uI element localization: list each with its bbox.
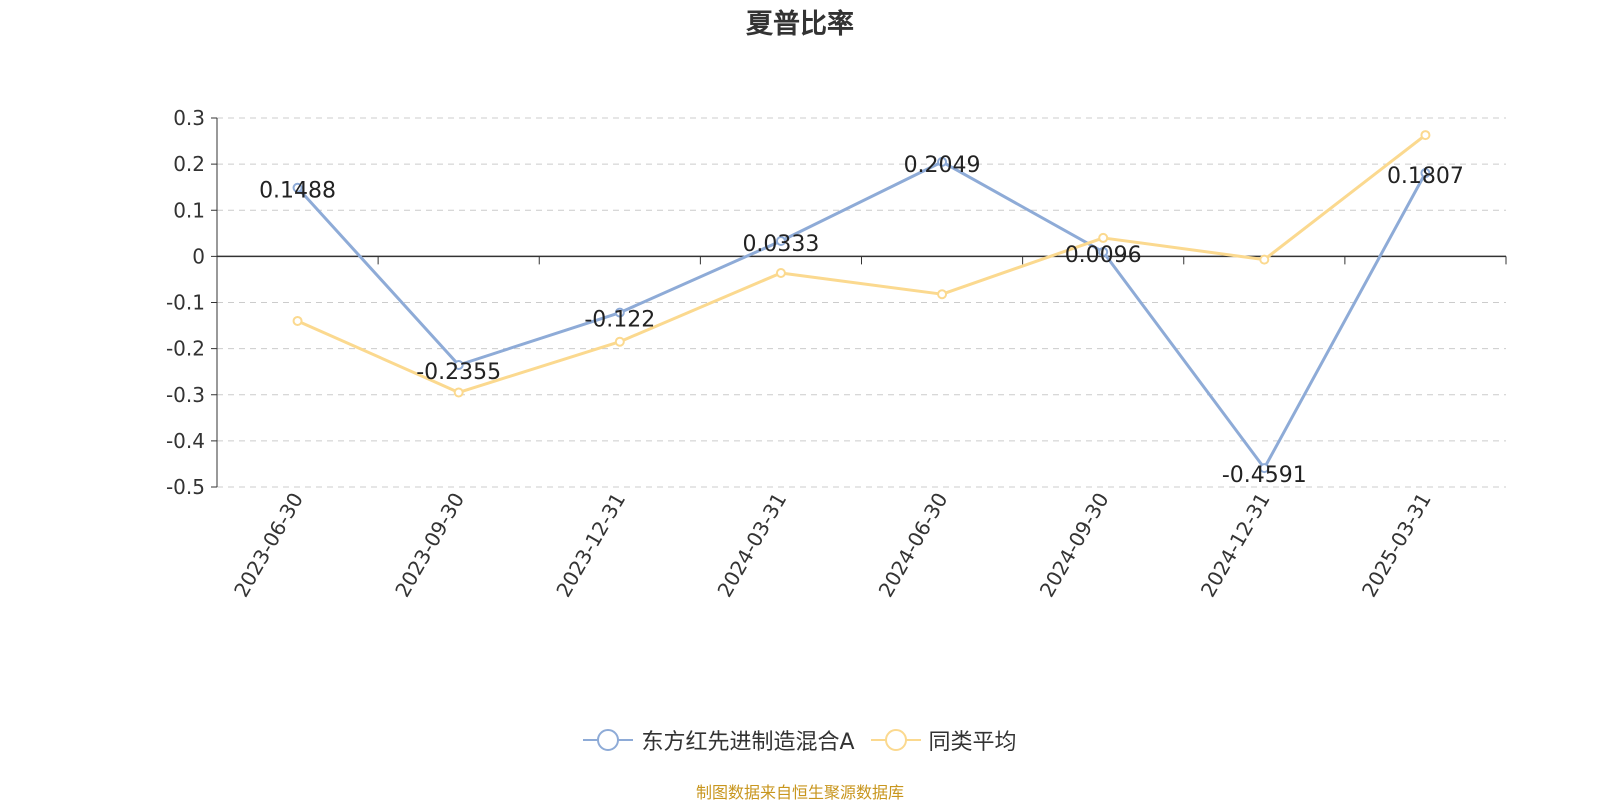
series-2-point — [614, 336, 625, 347]
data-label: -0.122 — [584, 308, 655, 333]
series-1-point — [937, 156, 948, 167]
data-label: 0.1807 — [1387, 164, 1464, 189]
series-2-point — [937, 289, 948, 300]
y-tick-label: -0.2 — [166, 337, 205, 361]
x-tick-label: 2024-09-30 — [1035, 489, 1114, 602]
chart-title: 夏普比率 — [746, 9, 854, 40]
y-tick-label: 0.3 — [173, 106, 205, 130]
series-2-point — [775, 267, 786, 278]
series-1-point — [1259, 463, 1270, 474]
x-tick-label: 2024-06-30 — [873, 489, 952, 602]
y-tick-label: -0.3 — [166, 383, 205, 407]
legend-label-series-1: 东方红先进制造混合A — [641, 730, 855, 755]
series-1-point — [1420, 168, 1431, 179]
x-tick-label: 2024-03-31 — [712, 489, 791, 602]
series-2-point — [292, 315, 303, 326]
series-2-point — [453, 387, 464, 398]
source-note: 制图数据来自恒生聚源数据库 — [695, 783, 904, 802]
series-2-point — [1098, 232, 1109, 243]
series-line-1 — [296, 160, 1427, 470]
legend: 东方红先进制造混合A 同类平均 — [0, 724, 1600, 756]
series-1-point — [453, 359, 464, 370]
y-tick-label: 0 — [192, 244, 205, 268]
y-tick-label: -0.5 — [166, 475, 205, 499]
data-label: 0.0333 — [742, 232, 819, 257]
series-1-point — [292, 182, 303, 193]
series-1-point — [614, 307, 625, 318]
data-label: -0.2355 — [416, 360, 501, 385]
data-label: 0.2049 — [904, 153, 981, 178]
series-line-2 — [296, 133, 1427, 394]
series-1-point — [1098, 246, 1109, 257]
legend-item-series-1[interactable]: 东方红先进制造混合A — [583, 724, 855, 756]
series-2-point — [1420, 130, 1431, 141]
data-label: -0.4591 — [1222, 463, 1307, 488]
x-tick-label: 2023-06-30 — [229, 489, 308, 602]
data-label: 0.0096 — [1065, 243, 1142, 268]
y-tick-label: -0.1 — [166, 291, 205, 315]
x-tick-label: 2024-12-31 — [1196, 489, 1275, 602]
legend-marker-series-1-icon — [583, 729, 634, 751]
legend-item-series-2[interactable]: 同类平均 — [870, 724, 1017, 756]
x-tick-label: 2023-09-30 — [390, 489, 469, 602]
data-label: 0.1488 — [259, 179, 336, 204]
series-2-point — [1259, 254, 1270, 265]
legend-marker-series-2-icon — [870, 729, 921, 751]
x-tick-label: 2025-03-31 — [1357, 489, 1436, 602]
x-tick-label: 2023-12-31 — [551, 489, 630, 602]
series-1-point — [775, 236, 786, 247]
y-tick-label: -0.4 — [166, 429, 205, 453]
y-tick-label: 0.2 — [173, 152, 205, 176]
legend-label-series-2: 同类平均 — [928, 730, 1017, 755]
y-tick-label: 0.1 — [173, 198, 205, 222]
